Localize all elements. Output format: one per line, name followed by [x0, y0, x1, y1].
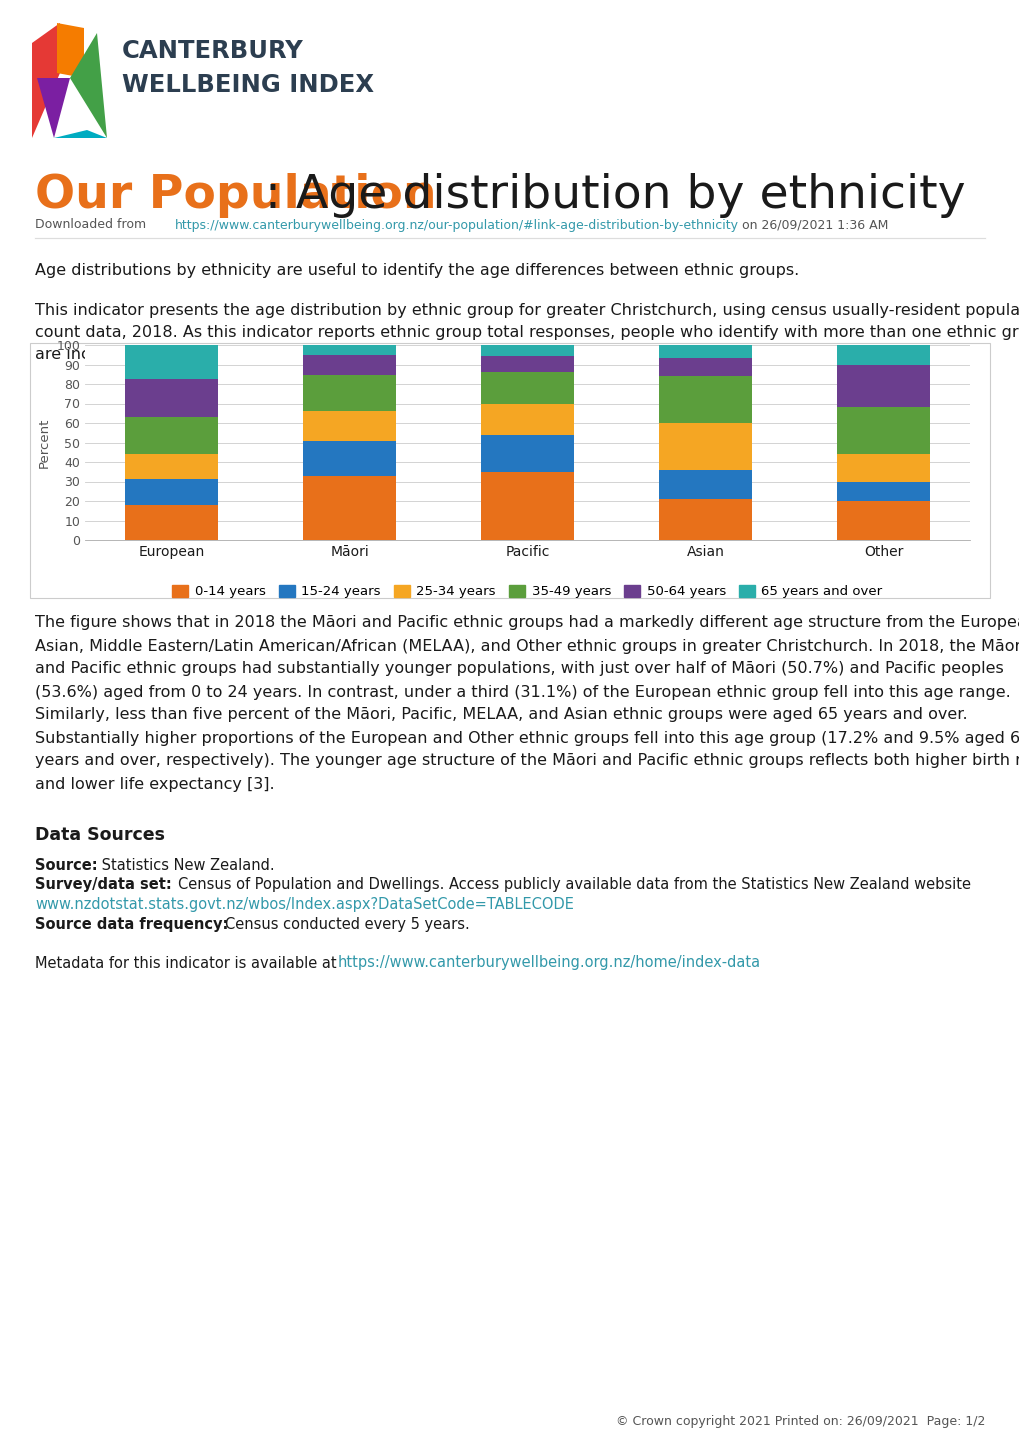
Bar: [481, 372, 574, 404]
Polygon shape: [37, 78, 70, 139]
Text: Our Population: Our Population: [35, 173, 436, 218]
Text: Figure 5.1: Age distribution by prioritised ethnicity for the Canterbury DHB reg: Figure 5.1: Age distribution by prioriti…: [187, 345, 832, 361]
Text: and lower life expectancy [3].: and lower life expectancy [3].: [35, 776, 274, 792]
Text: https://www.canterburywellbeing.org.nz/our-population/#link-age-distribution-by-: https://www.canterburywellbeing.org.nz/o…: [175, 218, 739, 231]
Bar: [303, 442, 395, 476]
Text: Substantially higher proportions of the European and Other ethnic groups fell in: Substantially higher proportions of the …: [35, 730, 1019, 746]
Bar: [837, 482, 929, 501]
Text: Source data frequency:: Source data frequency:: [35, 918, 228, 932]
Text: WELLBEING INDEX: WELLBEING INDEX: [122, 74, 374, 97]
Bar: [837, 455, 929, 482]
Bar: [481, 356, 574, 372]
Polygon shape: [70, 33, 107, 139]
Bar: [303, 345, 395, 355]
Bar: [837, 407, 929, 455]
Bar: [658, 499, 751, 540]
Bar: [837, 345, 929, 365]
Bar: [658, 470, 751, 499]
Text: www.nzdotstat.stats.govt.nz/wbos/Index.aspx?DataSetCode=TABLECODE: www.nzdotstat.stats.govt.nz/wbos/Index.a…: [35, 898, 574, 912]
Text: on 26/09/2021 1:36 AM: on 26/09/2021 1:36 AM: [738, 218, 888, 231]
Text: CANTERBURY: CANTERBURY: [122, 39, 304, 63]
Legend: 0-14 years, 15-24 years, 25-34 years, 35-49 years, 50-64 years, 65 years and ove: 0-14 years, 15-24 years, 25-34 years, 35…: [167, 580, 887, 603]
Text: https://www.canterburywellbeing.org.nz/home/index-data: https://www.canterburywellbeing.org.nz/h…: [337, 955, 760, 971]
Text: Similarly, less than five percent of the Māori, Pacific, MELAA, and Asian ethnic: Similarly, less than five percent of the…: [35, 707, 967, 723]
Bar: [658, 377, 751, 423]
Text: Age distributions by ethnicity are useful to identify the age differences betwee: Age distributions by ethnicity are usefu…: [35, 264, 799, 278]
Bar: [658, 358, 751, 377]
Text: Survey/data set:: Survey/data set:: [35, 877, 171, 893]
Bar: [481, 404, 574, 436]
Text: and Pacific ethnic groups had substantially younger populations, with just over : and Pacific ethnic groups had substantia…: [35, 661, 1003, 677]
Bar: [125, 378, 218, 417]
Bar: [30, 343, 989, 597]
Text: Asian, Middle Eastern/Latin American/African (MELAA), and Other ethnic groups in: Asian, Middle Eastern/Latin American/Afr…: [35, 638, 1019, 654]
Text: years and over, respectively). The younger age structure of the Māori and Pacifi: years and over, respectively). The young…: [35, 753, 1019, 769]
Text: (53.6%) aged from 0 to 24 years. In contrast, under a third (31.1%) of the Europ: (53.6%) aged from 0 to 24 years. In cont…: [35, 684, 1010, 700]
Text: The figure shows that in 2018 the Māori and Pacific ethnic groups had a markedly: The figure shows that in 2018 the Māori …: [35, 616, 1019, 631]
Text: count data, 2018. As this indicator reports ethnic group total responses, people: count data, 2018. As this indicator repo…: [35, 325, 1019, 339]
Text: : Age distribution by ethnicity: : Age distribution by ethnicity: [265, 173, 965, 218]
Bar: [125, 505, 218, 540]
Text: Census of Population and Dwellings. Access publicly available data from the Stat: Census of Population and Dwellings. Acce…: [178, 877, 970, 893]
Bar: [125, 455, 218, 479]
Bar: [125, 479, 218, 505]
Bar: [303, 476, 395, 540]
Bar: [658, 423, 751, 470]
Bar: [125, 345, 218, 378]
Text: © Crown copyright 2021 Printed on: 26/09/2021  Page: 1/2: © Crown copyright 2021 Printed on: 26/09…: [615, 1414, 984, 1427]
Bar: [303, 355, 395, 375]
Text: are included in each ethnic group they identify with.: are included in each ethnic group they i…: [35, 346, 457, 362]
Text: Metadata for this indicator is available at: Metadata for this indicator is available…: [35, 955, 341, 971]
Bar: [125, 417, 218, 455]
Bar: [837, 365, 929, 407]
Text: Source:: Source:: [35, 857, 98, 873]
Polygon shape: [54, 130, 107, 139]
Bar: [481, 436, 574, 472]
Text: Statistics New Zealand.: Statistics New Zealand.: [97, 857, 274, 873]
Bar: [481, 472, 574, 540]
Y-axis label: Percent: Percent: [38, 417, 51, 468]
Text: Census conducted every 5 years.: Census conducted every 5 years.: [225, 918, 470, 932]
Bar: [481, 345, 574, 356]
Text: This indicator presents the age distribution by ethnic group for greater Christc: This indicator presents the age distribu…: [35, 303, 1019, 317]
Polygon shape: [57, 23, 84, 78]
Bar: [837, 501, 929, 540]
Bar: [303, 375, 395, 411]
Bar: [303, 411, 395, 442]
Bar: [658, 345, 751, 358]
Text: Downloaded from: Downloaded from: [35, 218, 150, 231]
Polygon shape: [32, 23, 60, 139]
Text: Data Sources: Data Sources: [35, 825, 165, 844]
